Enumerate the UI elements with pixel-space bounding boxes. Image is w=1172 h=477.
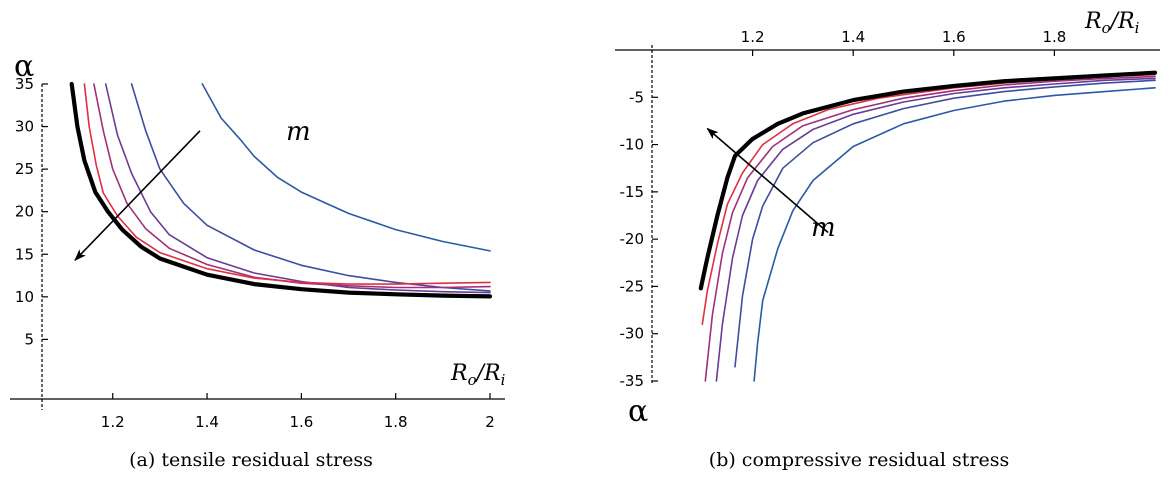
panel-a-y-label: α xyxy=(14,49,34,84)
panel-b-arrow xyxy=(706,127,829,234)
panel-b-y-tick-label-6: -35 xyxy=(620,372,645,390)
panel-b-arrow-label: m xyxy=(811,213,836,243)
panel-a-arrow-label: m xyxy=(286,117,311,147)
panel-a-series-line-4 xyxy=(83,83,491,285)
panel-a-y-tick-label-2: 15 xyxy=(15,245,34,263)
panel-a-series-line-0 xyxy=(201,83,491,252)
panel-a-x-tick-label-2: 1.6 xyxy=(289,413,313,431)
panel-b-y-tick-label-3: -20 xyxy=(620,230,645,248)
panel-b-y-tick-label-0: -5 xyxy=(629,88,644,106)
panel-b-x-tick-label-3: 1.8 xyxy=(1042,28,1066,46)
panel-b-series-line-2 xyxy=(715,77,1156,382)
panel-a-y-tick-label-4: 25 xyxy=(15,160,34,178)
panel-a-x-tick-label-0: 1.2 xyxy=(101,413,125,431)
panel-b-series xyxy=(698,70,1158,382)
panel-b-x-tick-label-2: 1.6 xyxy=(942,28,966,46)
panel-a-series-line-1 xyxy=(130,83,491,292)
panel-a-x-label: Ro/Ri xyxy=(450,361,506,389)
panel-a-x-tick-label-4: 2 xyxy=(485,413,495,431)
panel-a-series-line-5 xyxy=(69,81,493,299)
panel-a-series-line-3 xyxy=(93,83,491,289)
panel-b-series-line-5 xyxy=(698,70,1158,291)
panel-b-y-label: α xyxy=(628,394,648,429)
panel-a-caption: (a) tensile residual stress xyxy=(129,449,373,471)
panel-b-y-tick-label-5: -30 xyxy=(620,325,645,343)
panel-b-y-tick-label-1: -10 xyxy=(620,136,645,154)
panel-b-series-line-4 xyxy=(701,73,1156,326)
panel-a-y-tick-label-6: 35 xyxy=(15,75,34,93)
panel-b-x-label: Ro/Ri xyxy=(1084,9,1140,37)
panel-b-ticks: 1.2 1.4 1.6 1.8 -5 -10 -15 -20 -25 -30 -35 xyxy=(620,28,1067,390)
panel-a-y-tick-label-5: 30 xyxy=(15,118,34,136)
panel-b-series-line-3 xyxy=(704,75,1156,382)
panel-b: 1.2 1.4 1.6 1.8 -5 -10 -15 -20 -25 -30 -35 m α Ro/… xyxy=(615,9,1160,471)
panel-a-x-tick-label-1: 1.4 xyxy=(195,413,219,431)
panel-b-y-tick-label-4: -25 xyxy=(620,277,645,295)
panel-a-y-tick-label-3: 20 xyxy=(15,203,34,221)
panel-a-y-tick-label-1: 10 xyxy=(15,288,34,306)
panel-a-arrow xyxy=(74,130,201,261)
panel-b-caption: (b) compressive residual stress xyxy=(709,449,1009,471)
panel-b-series-line-0 xyxy=(753,87,1156,382)
panel-a-y-tick-label-0: 5 xyxy=(24,330,34,348)
panel-b-x-tick-label-1: 1.4 xyxy=(841,28,865,46)
panel-b-x-tick-label-0: 1.2 xyxy=(741,28,765,46)
panel-a-series-line-2 xyxy=(104,83,491,294)
panel-b-series-line-1 xyxy=(734,79,1156,368)
panel-a-series xyxy=(69,81,493,299)
panel-a-x-tick-label-3: 1.8 xyxy=(384,413,408,431)
panel-b-y-tick-label-2: -15 xyxy=(620,183,645,201)
